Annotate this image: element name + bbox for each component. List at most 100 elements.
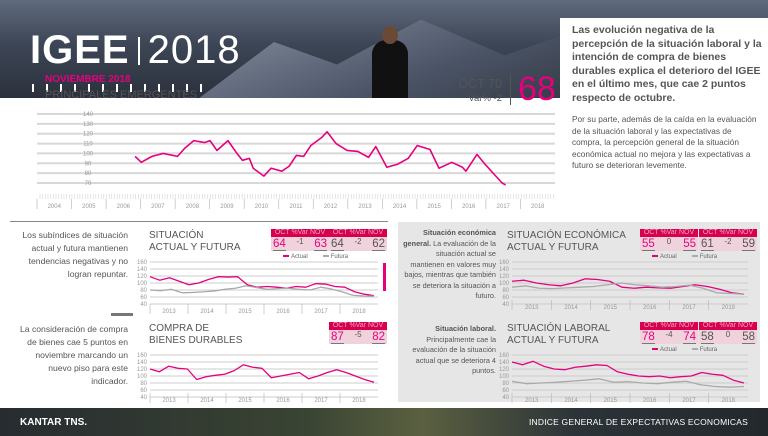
kpi-box-header: OCT %Var NOV bbox=[329, 229, 387, 237]
legend-label-actual: Actual bbox=[291, 254, 308, 260]
kpi-var: -1 bbox=[296, 237, 304, 246]
kpi-var: -5 bbox=[354, 330, 362, 339]
y-tick-label: 140 bbox=[137, 267, 148, 273]
description-text: Principalmente cae la evaluación de la s… bbox=[412, 334, 496, 376]
series-line-futura bbox=[149, 285, 375, 297]
y-tick-label: 110 bbox=[83, 142, 93, 148]
kpi-var: 0 bbox=[666, 237, 672, 246]
kpi-oct: 55 bbox=[642, 237, 655, 251]
title-line: SITUACIÓN LABORAL bbox=[507, 323, 611, 334]
x-tick-label: 2014 bbox=[200, 398, 214, 404]
x-tick-label: 2017 bbox=[497, 204, 511, 210]
y-tick-label: 70 bbox=[85, 181, 92, 187]
hiker-image bbox=[372, 26, 408, 98]
kpi-nov: 74 bbox=[683, 330, 696, 344]
x-tick-label: 2018 bbox=[531, 204, 545, 210]
section-separator bbox=[111, 313, 133, 316]
legend-swatch-actual bbox=[283, 255, 289, 258]
kpi-box-header: OCT %Var NOV bbox=[329, 322, 387, 330]
title-line: SITUACIÓN ECONÓMICA bbox=[507, 230, 626, 241]
economica-title: SITUACIÓN ECONÓMICA ACTUAL Y FUTURA bbox=[507, 230, 626, 254]
x-tick-label: 2006 bbox=[117, 204, 131, 210]
summary-panel: Las evolución negativa de la percepción … bbox=[560, 18, 768, 218]
kpi-box-header: OCT %Var NOV bbox=[640, 229, 698, 237]
x-tick-label: 2015 bbox=[427, 204, 441, 210]
kpi-box-header: OCT %Var NOV bbox=[699, 322, 757, 330]
kpi-oct: 87 bbox=[331, 330, 344, 344]
kpi-oct: 61 bbox=[701, 237, 714, 251]
laboral-title: SITUACIÓN LABORAL ACTUAL Y FUTURA bbox=[507, 323, 610, 347]
series-line-actual bbox=[149, 276, 375, 297]
y-tick-label: 100 bbox=[83, 151, 94, 157]
series-line-compra bbox=[149, 364, 375, 383]
report-month: NOVIEMBRE 2018 bbox=[45, 74, 131, 85]
description-bold: Situación laboral. bbox=[435, 324, 496, 333]
description-text: La evaluación de la situación actual se … bbox=[404, 238, 496, 301]
kpi-box-futura: OCT %Var NOV 64 -2 62 bbox=[329, 229, 387, 251]
x-tick-label: 2017 bbox=[314, 398, 328, 404]
x-tick-label: 2015 bbox=[238, 309, 252, 315]
kpi-box-lab-actual: OCT %Var NOV 78 -4 74 bbox=[640, 322, 698, 344]
kpi-var: -4 bbox=[665, 330, 673, 339]
y-tick-label: 100 bbox=[137, 281, 148, 287]
x-tick-label: 2011 bbox=[290, 204, 304, 210]
x-tick-label: 2009 bbox=[220, 204, 234, 210]
description-bold: Situación económica general. bbox=[403, 228, 496, 248]
title-line: ACTUAL Y FUTURA bbox=[149, 242, 241, 253]
y-tick-label: 80 bbox=[140, 288, 147, 294]
y-tick-label: 120 bbox=[137, 367, 148, 373]
kpi-nov: 63 bbox=[314, 237, 327, 251]
compra-description: La consideración de compra de bienes cae… bbox=[20, 324, 128, 386]
x-tick-label: 2005 bbox=[82, 204, 96, 210]
kpi-nov: 82 bbox=[372, 330, 385, 344]
kpi-box-eco-actual: OCT %Var NOV 55 0 55 bbox=[640, 229, 698, 251]
kpi-box-lab-futura: OCT %Var NOV 58 0 58 bbox=[699, 322, 757, 344]
kpi-oct: 78 bbox=[642, 330, 655, 344]
summary-body: Por su parte, además de la caída en la e… bbox=[572, 114, 757, 170]
x-tick-label: 2014 bbox=[200, 309, 214, 315]
y-tick-label: 140 bbox=[137, 360, 148, 366]
kpi-oct: 64 bbox=[273, 237, 286, 251]
x-tick-label: 2004 bbox=[48, 204, 62, 210]
legend: Actual Futura bbox=[652, 347, 717, 353]
footer: KANTAR TNS. INDICE GENERAL DE EXPECTATIV… bbox=[0, 408, 768, 436]
y-tick-label: 140 bbox=[83, 112, 94, 118]
kpi-var: -2 bbox=[354, 237, 362, 246]
title-line: BIENES DURABLES bbox=[149, 335, 243, 346]
kpi-box-eco-futura: OCT %Var NOV 61 -2 59 bbox=[699, 229, 757, 251]
legend: Actual Futura bbox=[652, 254, 717, 260]
kpi-oct: 64 bbox=[331, 237, 344, 251]
x-tick-label: 2016 bbox=[276, 309, 290, 315]
x-tick-label: 2014 bbox=[393, 204, 407, 210]
y-tick-label: 60 bbox=[140, 295, 147, 301]
laboral-description: Situación laboral. Principalmente cae la… bbox=[401, 324, 496, 377]
y-tick-label: 120 bbox=[137, 274, 148, 280]
logo-divider bbox=[137, 37, 140, 65]
series-line-igee bbox=[134, 130, 507, 186]
y-tick-label: 60 bbox=[140, 388, 147, 394]
igee-logo: IGEE 2018 bbox=[30, 28, 241, 73]
section-divider bbox=[10, 221, 388, 222]
actual-futura-description: Los subíndices de situación actual y fut… bbox=[22, 230, 128, 279]
kpi-box-header: OCT %Var NOV bbox=[640, 322, 698, 330]
x-tick-label: 2016 bbox=[276, 398, 290, 404]
x-tick-label: 2013 bbox=[162, 398, 176, 404]
x-tick-label: 2018 bbox=[352, 398, 366, 404]
title-line: SITUACIÓN bbox=[149, 230, 204, 241]
y-tick-label: 160 bbox=[137, 353, 148, 359]
summary-lead: Las evolución negativa de la percepción … bbox=[572, 24, 762, 104]
actual-futura-title: SITUACIÓN ACTUAL Y FUTURA bbox=[149, 230, 241, 254]
y-tick-label: 80 bbox=[85, 171, 92, 177]
y-tick-label: 120 bbox=[83, 132, 94, 138]
logo-ticks bbox=[32, 84, 210, 92]
y-tick-label: 80 bbox=[140, 381, 147, 387]
title-line: ACTUAL Y FUTURA bbox=[507, 242, 599, 253]
legend-label-actual: Actual bbox=[660, 254, 677, 260]
legend: Actual Futura bbox=[283, 254, 348, 260]
legend-swatch-actual bbox=[652, 348, 658, 351]
title-line: COMPRA DE bbox=[149, 323, 210, 334]
y-tick-label: 40 bbox=[140, 302, 147, 308]
x-tick-label: 2013 bbox=[162, 309, 176, 315]
kpi-variation: Var% -2 bbox=[468, 93, 502, 104]
x-tick-label: 2017 bbox=[314, 309, 328, 315]
